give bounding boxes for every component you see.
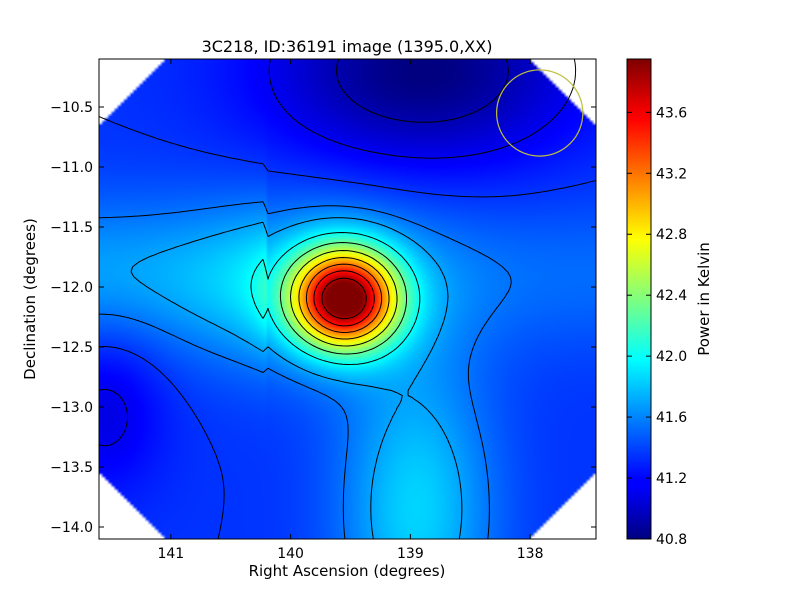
x-tick-label: 141 xyxy=(157,546,184,562)
beam-circle xyxy=(496,69,584,157)
x-axis-ticks: 141 140 139 138 xyxy=(157,59,543,562)
plot-frame xyxy=(98,58,597,540)
y-axis-ticks: −10.5 −11.0 −11.5 −12.0 −12.5 −13.0 −13.5 −14.0 xyxy=(50,100,596,536)
colorbar-gradient xyxy=(626,58,652,540)
y-axis-label: Declination (degrees) xyxy=(21,218,39,380)
heatmap-image xyxy=(99,59,596,539)
y-tick-label: −10.5 xyxy=(50,100,93,116)
x-axis-label: Right Ascension (degrees) xyxy=(249,562,446,580)
contour-line-6 xyxy=(279,242,407,355)
colorbar-ticks: 40.8 41.2 41.6 42.0 42.4 42.8 43.2 43.6 xyxy=(627,105,687,548)
contour-line-8 xyxy=(298,257,390,340)
x-tick-label: 139 xyxy=(397,546,424,562)
y-tick-label: −14.0 xyxy=(50,520,93,536)
colorbar-label: Power in Kelvin xyxy=(695,242,713,356)
y-tick-label: −11.5 xyxy=(50,220,93,236)
x-tick-label: 138 xyxy=(517,546,544,562)
colorbar: 40.8 41.2 41.6 42.0 42.4 42.8 43.2 43.6 Power i… xyxy=(626,58,713,548)
y-tick-label: −12.5 xyxy=(50,340,93,356)
chart-title: 3C218, ID:36191 image (1395.0,XX) xyxy=(202,37,493,56)
colorbar-tick-label: 40.8 xyxy=(656,532,687,548)
colorbar-tick-label: 41.6 xyxy=(656,410,687,426)
contour-line-5 xyxy=(250,232,421,365)
colorbar-tick-label: 42.4 xyxy=(656,288,687,304)
plot-area: 141 140 139 138 −10.5−11.0−11.5−12.0−12.5−1… xyxy=(50,58,597,562)
contour-line-3 xyxy=(99,201,512,539)
contour-line-11 xyxy=(321,277,367,320)
contour-line-0 xyxy=(336,59,509,123)
colorbar-tick-label: 42.8 xyxy=(656,227,687,243)
contour-line-7 xyxy=(290,250,398,347)
contour-layer xyxy=(99,59,596,539)
colorbar-tick-label: 42.0 xyxy=(656,349,687,365)
y-tick-label: −12.0 xyxy=(50,280,93,296)
contour-line-10 xyxy=(313,270,375,327)
colorbar-tick-label: 43.2 xyxy=(656,166,687,182)
y-tick-label: −13.5 xyxy=(50,460,93,476)
colorbar-tick-label: 41.2 xyxy=(656,471,687,487)
contour-line-1 xyxy=(99,59,577,447)
contour-line-9 xyxy=(305,263,383,333)
x-tick-label: 140 xyxy=(277,546,304,562)
contour-line-4 xyxy=(130,217,463,539)
y-tick-label: −11.0 xyxy=(50,160,93,176)
colorbar-tick-label: 43.6 xyxy=(656,105,687,121)
contour-line-2 xyxy=(99,116,596,539)
y-tick-label: −13.0 xyxy=(50,400,93,416)
